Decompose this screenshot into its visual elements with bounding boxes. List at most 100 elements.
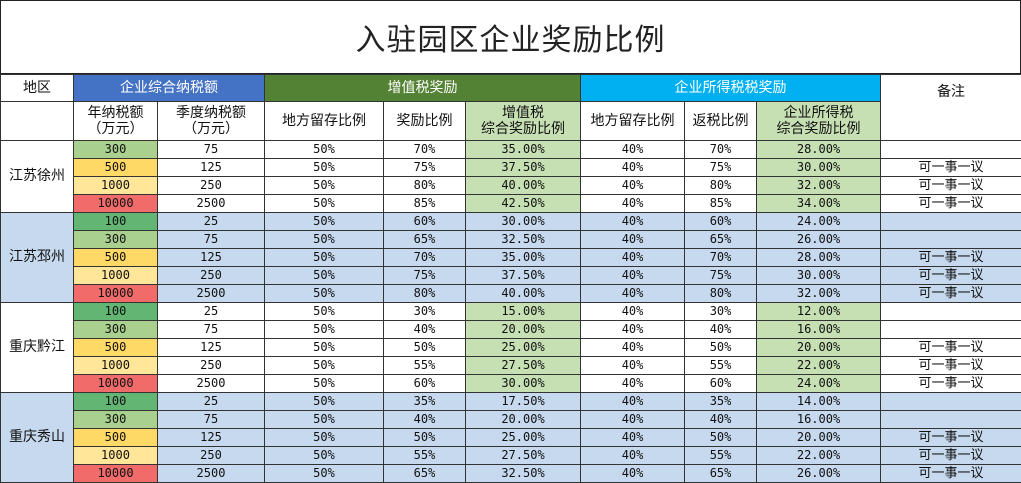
vat-total-cell: 17.50% — [464, 392, 582, 411]
vat-local-cell: 50% — [264, 284, 384, 303]
vat-local-cell: 50% — [264, 158, 384, 177]
vat-reward-cell: 75% — [383, 158, 466, 177]
vat-total-cell: 20.00% — [464, 320, 582, 339]
region-cell: 重庆黔江 — [0, 302, 74, 393]
remark-cell: 可一事一议 — [880, 266, 1021, 285]
quarter-tax-cell: 250 — [157, 446, 265, 465]
cit-total-cell: 16.00% — [756, 410, 882, 429]
cit-local-cell: 40% — [580, 158, 686, 177]
annual-tax-cell: 300 — [73, 320, 158, 339]
annual-tax-cell: 1000 — [73, 446, 158, 465]
vat-local-cell: 50% — [264, 248, 384, 267]
cit-total-cell: 30.00% — [756, 266, 882, 285]
remark-cell — [880, 302, 1021, 321]
vat-reward-cell: 30% — [383, 302, 466, 321]
remark-cell: 可一事一议 — [880, 374, 1021, 393]
annual-tax-cell: 300 — [73, 140, 158, 159]
header-tax-group: 企业综合纳税额 — [73, 74, 265, 102]
table-row: 500 125 50% 50% 25.00% 40% 50% 20.00% 可一事一议 — [1, 428, 1021, 447]
vat-total-cell: 42.50% — [464, 194, 582, 213]
vat-reward-cell: 80% — [383, 176, 466, 195]
table-row: 300 75 50% 40% 20.00% 40% 40% 16.00% — [1, 410, 1021, 429]
cit-total-cell: 20.00% — [756, 338, 882, 357]
cit-total-cell: 28.00% — [756, 248, 882, 267]
cit-total-cell: 34.00% — [756, 194, 882, 213]
quarter-tax-cell: 125 — [157, 158, 265, 177]
quarter-tax-cell: 250 — [157, 356, 265, 375]
table-row: 1000 250 50% 55% 27.50% 40% 55% 22.00% 可一事一议 — [1, 356, 1021, 375]
vat-total-cell: 27.50% — [464, 446, 582, 465]
annual-tax-cell: 100 — [73, 212, 158, 231]
cit-total-cell: 26.00% — [756, 464, 882, 483]
annual-tax-cell: 300 — [73, 410, 158, 429]
annual-tax-cell: 300 — [73, 230, 158, 249]
header-row-1: 地区 企业综合纳税额 增值税奖励 企业所得税税奖励 备注 — [0, 74, 1021, 141]
cit-local-cell: 40% — [580, 230, 686, 249]
vat-total-cell: 15.00% — [464, 302, 582, 321]
annual-tax-cell: 500 — [73, 428, 158, 447]
quarter-tax-cell: 250 — [157, 266, 265, 285]
vat-reward-cell: 65% — [383, 230, 466, 249]
cit-refund-cell: 60% — [684, 374, 758, 393]
cit-refund-cell: 60% — [684, 212, 758, 231]
vat-total-cell: 40.00% — [464, 284, 582, 303]
header-vat-group: 增值税奖励 — [263, 74, 582, 102]
remark-cell: 可一事一议 — [880, 464, 1021, 483]
remark-cell: 可一事一议 — [880, 158, 1021, 177]
quarter-tax-cell: 2500 — [157, 194, 265, 213]
header-remark: 备注 — [880, 74, 1021, 141]
cit-refund-cell: 40% — [684, 320, 758, 339]
region-cell: 江苏徐州 — [0, 140, 74, 213]
header-row-2: 年纳税额 （万元） 季度纳税额 （万元） 地方留存比例 奖励比例 增值税 综合奖… — [0, 101, 1021, 141]
vat-total-cell: 30.00% — [464, 374, 582, 393]
table-row: 重庆黔江 100 25 50% 30% 15.00% 40% 30% 12.00% — [0, 302, 1021, 393]
cit-refund-cell: 30% — [684, 302, 758, 321]
table-row: 1000 250 50% 75% 37.50% 40% 75% 30.00% 可一事一议 — [1, 266, 1021, 285]
cit-total-cell: 22.00% — [756, 356, 882, 375]
quarter-tax-cell: 250 — [157, 176, 265, 195]
annual-tax-cell: 100 — [73, 392, 158, 411]
vat-local-cell: 50% — [264, 410, 384, 429]
vat-reward-cell: 75% — [383, 266, 466, 285]
annual-tax-cell: 1000 — [73, 176, 158, 195]
vat-total-cell: 32.50% — [464, 464, 582, 483]
vat-reward-cell: 60% — [383, 212, 466, 231]
region-cell: 江苏邳州 — [0, 212, 74, 303]
cit-refund-cell: 80% — [684, 284, 758, 303]
vat-local-cell: 50% — [264, 212, 384, 231]
remark-cell: 可一事一议 — [880, 284, 1021, 303]
cit-refund-cell: 75% — [684, 158, 758, 177]
remark-cell — [880, 140, 1021, 159]
table-row: 1000 250 50% 80% 40.00% 40% 80% 32.00% 可一事一议 — [1, 176, 1021, 195]
cit-local-cell: 40% — [580, 176, 686, 195]
cit-refund-cell: 85% — [684, 194, 758, 213]
cit-local-cell: 40% — [580, 392, 686, 411]
cit-refund-cell: 40% — [684, 410, 758, 429]
remark-cell: 可一事一议 — [880, 356, 1021, 375]
remark-cell — [880, 392, 1021, 411]
cit-total-cell: 14.00% — [756, 392, 882, 411]
annual-tax-cell: 500 — [73, 158, 158, 177]
annual-tax-cell: 10000 — [73, 194, 158, 213]
vat-reward-cell: 70% — [383, 248, 466, 267]
cit-refund-cell: 65% — [684, 230, 758, 249]
cit-local-cell: 40% — [580, 266, 686, 285]
vat-reward-cell: 40% — [383, 410, 466, 429]
quarter-tax-cell: 2500 — [157, 464, 265, 483]
annual-tax-cell: 10000 — [73, 464, 158, 483]
vat-total-cell: 25.00% — [464, 428, 582, 447]
vat-reward-cell: 80% — [383, 284, 466, 303]
table-row: 500 125 50% 70% 35.00% 40% 70% 28.00% 可一事一议 — [1, 248, 1021, 267]
vat-reward-cell: 70% — [383, 140, 466, 159]
vat-total-cell: 35.00% — [464, 248, 582, 267]
remark-cell — [880, 212, 1021, 231]
table-row: 300 75 50% 65% 32.50% 40% 65% 26.00% — [1, 230, 1021, 249]
vat-local-cell: 50% — [264, 230, 384, 249]
vat-reward-cell: 50% — [383, 428, 466, 447]
vat-reward-cell: 60% — [383, 374, 466, 393]
cit-total-cell: 32.00% — [756, 176, 882, 195]
header-cit-local: 地方留存比例 — [580, 101, 686, 141]
header-region: 地区 — [0, 74, 74, 102]
vat-local-cell: 50% — [264, 446, 384, 465]
cit-refund-cell: 80% — [684, 176, 758, 195]
